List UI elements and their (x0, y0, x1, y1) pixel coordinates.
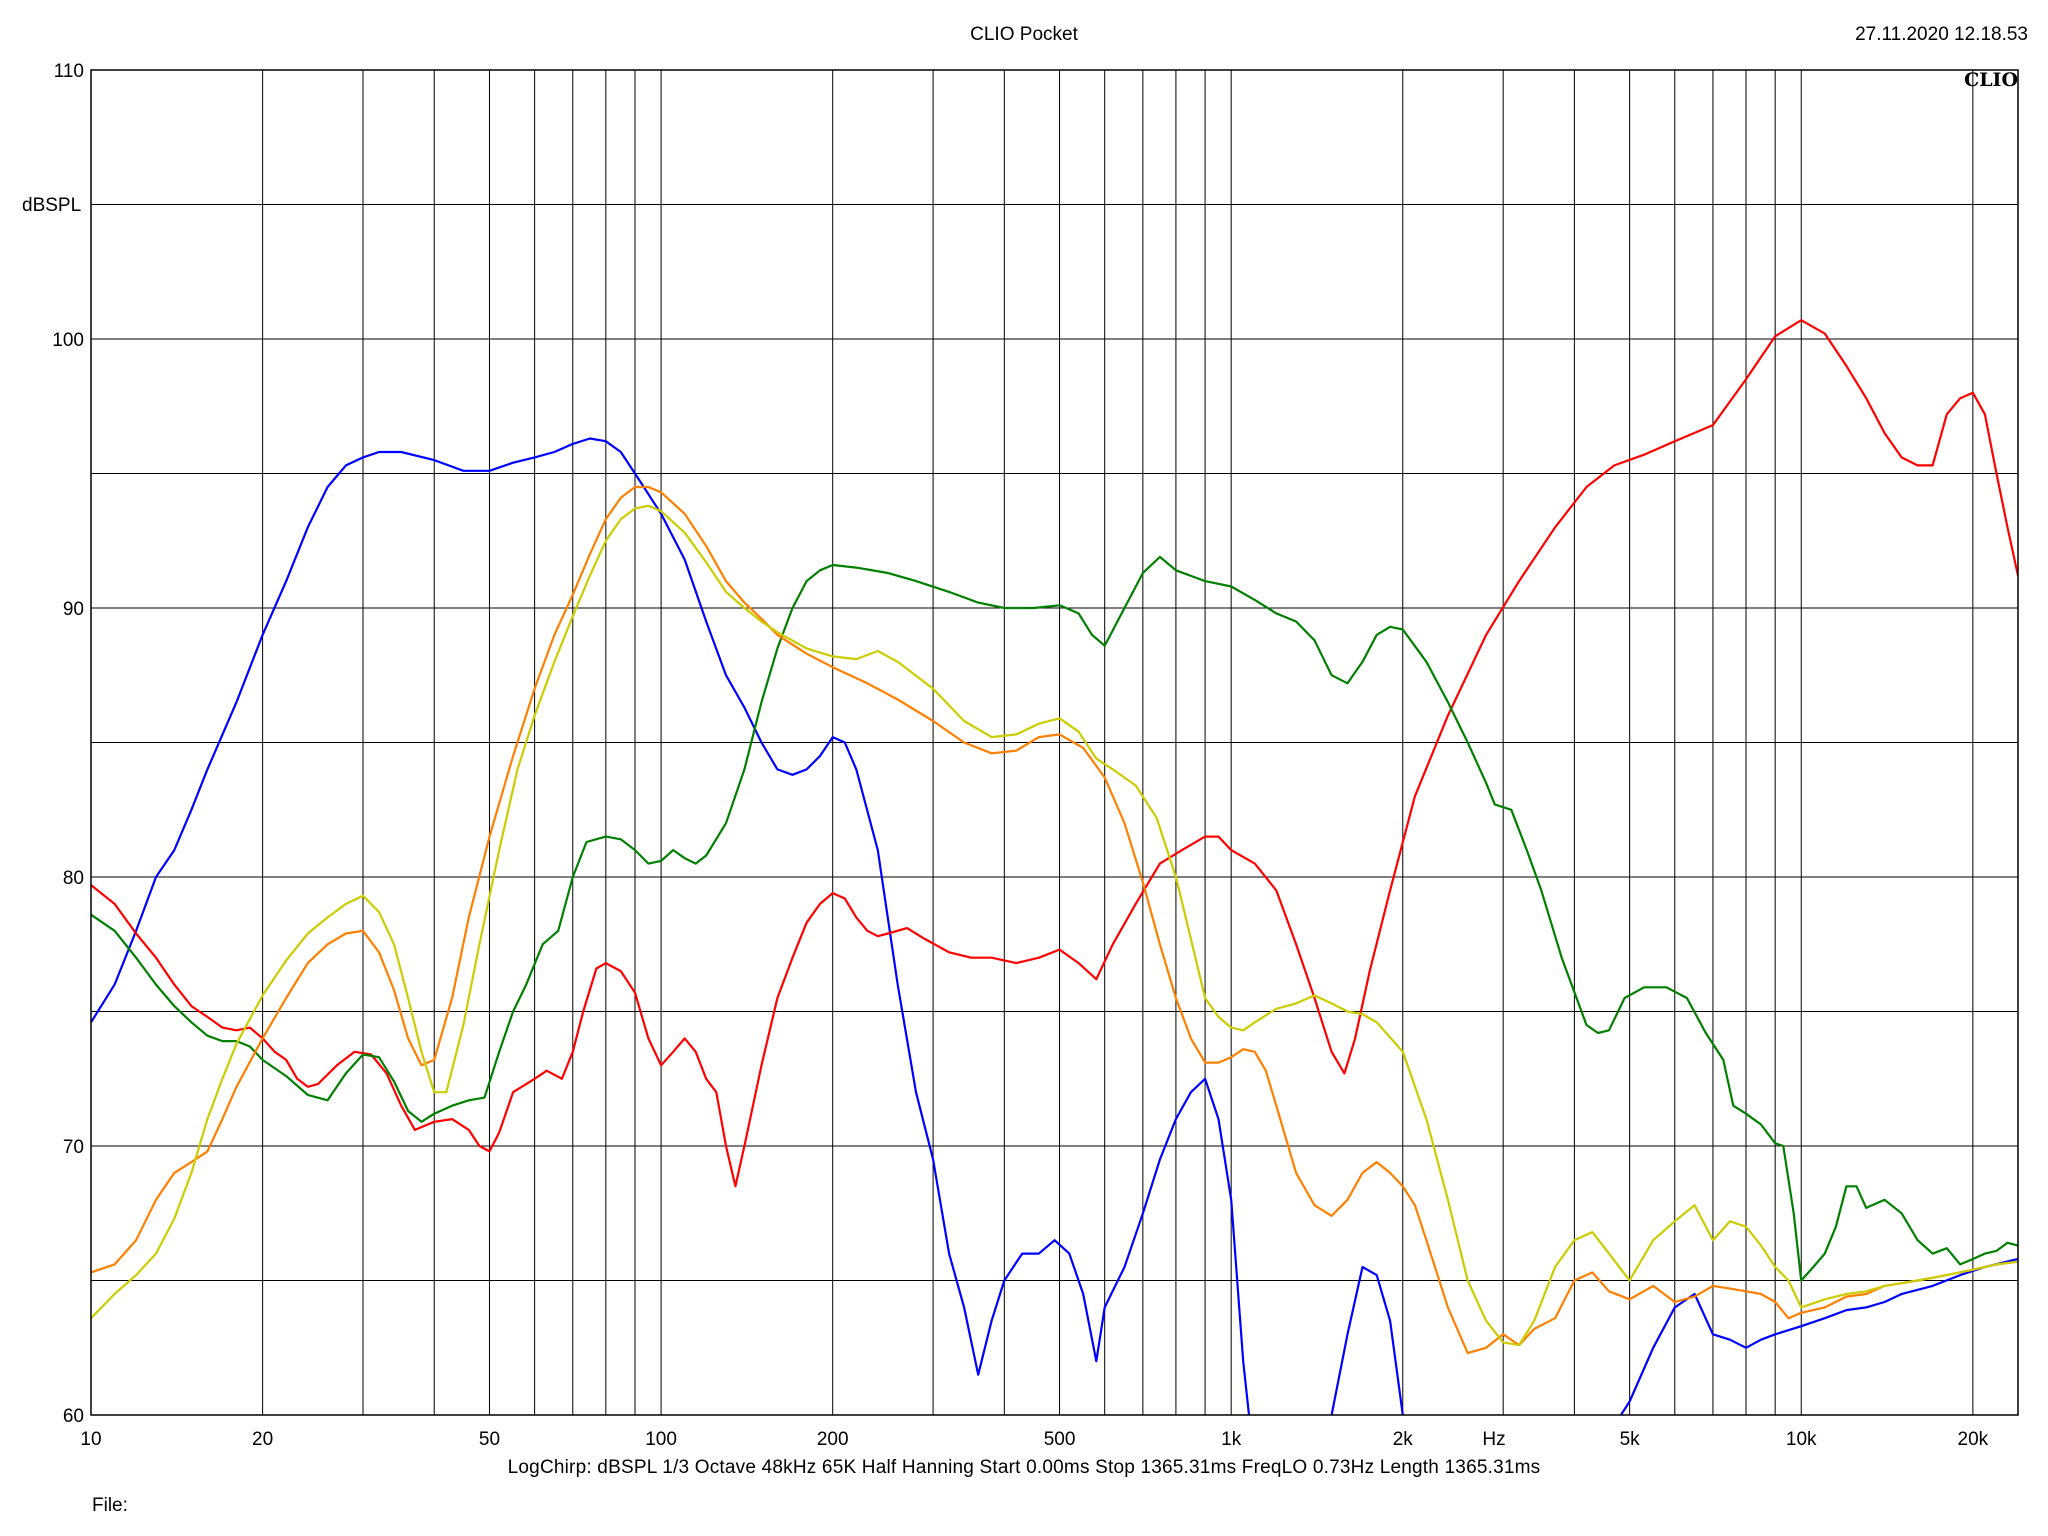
x-tick-label: 10 (80, 1429, 101, 1450)
x-tick-label: 50 (479, 1429, 500, 1450)
series-line-3 (91, 555, 2018, 1282)
y-tick-label: 60 (63, 1406, 84, 1427)
measurement-settings: LogChirp: dBSPL 1/3 Octave 48kHz 65K Hal… (507, 1457, 1541, 1478)
x-tick-label: 5k (1620, 1429, 1641, 1450)
clio-logo: CLIO (1964, 69, 2018, 91)
series-line-1 (91, 437, 2018, 1415)
plot-frame (90, 69, 2019, 1416)
x-tick-label: 200 (817, 1429, 849, 1450)
x-axis-label: Hz (1482, 1429, 1505, 1450)
y-axis-label: dBSPL (22, 195, 81, 216)
x-tick-label: 10k (1786, 1429, 1817, 1450)
x-tick-label: 20k (1958, 1429, 1989, 1450)
x-tick-label: 1k (1221, 1429, 1242, 1450)
major-grid (91, 70, 2018, 1415)
y-tick-label: 110 (54, 61, 84, 82)
series-line-4 (91, 485, 2018, 1355)
y-tick-label: 80 (63, 868, 84, 889)
app-title: CLIO Pocket (970, 24, 1078, 45)
series-layer (91, 319, 2018, 1415)
x-tick-label: 100 (645, 1429, 677, 1450)
file-label: File: (92, 1495, 128, 1516)
x-tick-label: 2k (1393, 1429, 1414, 1450)
series-line-2 (91, 319, 2018, 1188)
y-tick-label: 90 (63, 599, 84, 620)
timestamp: 27.11.2020 12.18.53 (1855, 24, 2028, 45)
tick-labels: 10 20 50 100 200 500 1k 2k 5k 10k 20k 110 100 90 80 70 6… (52, 61, 1988, 1450)
y-tick-label: 100 (52, 330, 84, 351)
x-tick-label: 20 (252, 1429, 273, 1450)
x-tick-label: 500 (1044, 1429, 1076, 1450)
series-line-5 (91, 504, 2018, 1347)
y-tick-label: 70 (63, 1137, 84, 1158)
